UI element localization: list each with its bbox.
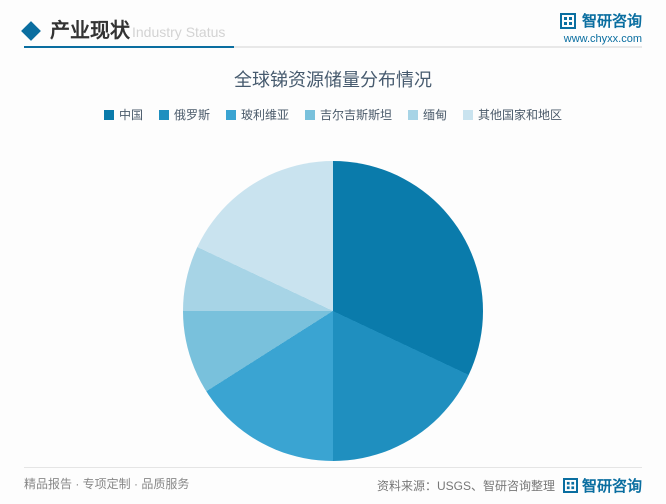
legend-label: 俄罗斯	[174, 106, 210, 123]
footer-source: 资料来源：USGS、智研咨询整理	[377, 477, 555, 494]
brand-url: www.chyxx.com	[560, 33, 642, 45]
legend-item: 其他国家和地区	[463, 106, 562, 123]
legend-item: 缅甸	[408, 106, 447, 123]
header-title-en: Industry Status	[132, 24, 225, 40]
pie-container	[24, 162, 642, 459]
legend-label: 吉尔吉斯斯坦	[320, 106, 392, 123]
footer-brand-name: 智研咨询	[582, 475, 642, 496]
footer: 精品报告 · 专项定制 · 品质服务 资料来源：USGS、智研咨询整理 智研咨询	[24, 475, 642, 496]
header-right: 智研咨询 www.chyxx.com	[560, 10, 642, 45]
legend-swatch-icon	[305, 110, 315, 120]
legend-item: 吉尔吉斯斯坦	[305, 106, 392, 123]
footer-brand: 智研咨询	[563, 475, 642, 496]
brand-name: 智研咨询	[582, 10, 642, 31]
header-title-cn: 产业现状	[50, 14, 130, 43]
legend-swatch-icon	[159, 110, 169, 120]
legend-swatch-icon	[226, 110, 236, 120]
brand-block: 智研咨询	[560, 10, 642, 31]
legend-label: 玻利维亚	[241, 106, 289, 123]
chart-legend: 中国 俄罗斯 玻利维亚 吉尔吉斯斯坦 缅甸 其他国家和地区	[24, 106, 642, 123]
legend-label: 中国	[119, 106, 143, 123]
legend-item: 玻利维亚	[226, 106, 289, 123]
legend-label: 其他国家和地区	[478, 106, 562, 123]
legend-item: 俄罗斯	[159, 106, 210, 123]
footer-right: 资料来源：USGS、智研咨询整理 智研咨询	[377, 475, 642, 496]
chart-area: 全球锑资源储量分布情况 中国 俄罗斯 玻利维亚 吉尔吉斯斯坦 缅甸 其他国家和地区	[24, 54, 642, 468]
legend-swatch-icon	[104, 110, 114, 120]
legend-swatch-icon	[408, 110, 418, 120]
header-left: 产业现状 Industry Status	[24, 14, 642, 43]
brand-logo-icon	[560, 13, 576, 29]
pie-chart	[183, 161, 483, 461]
page-root: 产业现状 Industry Status 智研咨询 www.chyxx.com …	[0, 0, 666, 504]
header: 产业现状 Industry Status 智研咨询 www.chyxx.com	[24, 14, 642, 50]
header-diamond-icon	[21, 21, 41, 41]
chart-title: 全球锑资源储量分布情况	[24, 66, 642, 92]
legend-item: 中国	[104, 106, 143, 123]
footer-brand-logo-icon	[563, 478, 578, 493]
footer-left-text: 精品报告 · 专项定制 · 品质服务	[24, 475, 189, 496]
legend-label: 缅甸	[423, 106, 447, 123]
header-underline	[24, 46, 642, 48]
legend-swatch-icon	[463, 110, 473, 120]
